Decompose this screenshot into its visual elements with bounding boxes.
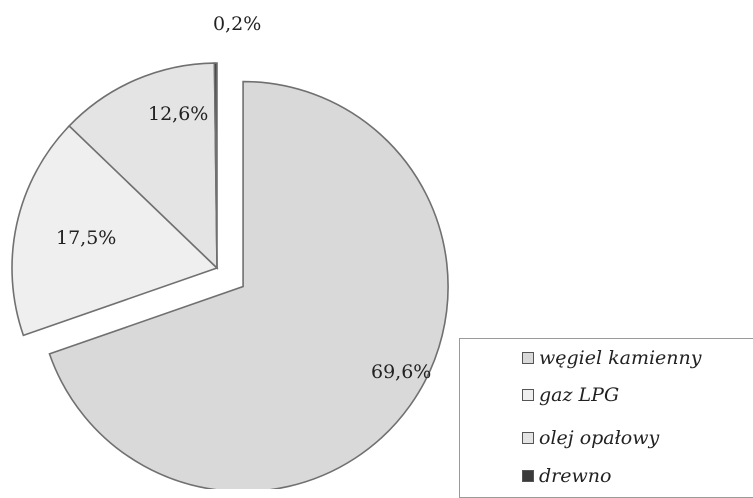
legend-swatch-drewno [522,470,534,482]
pie-slices [11,62,449,493]
legend-label-wegiel-kamienny: węgiel kamienny [539,347,702,369]
legend-label-drewno: drewno [539,465,612,487]
data-label-olej-opalowy: 12,6% [148,103,208,125]
legend-swatch-wegiel-kamienny [522,352,534,364]
data-label-gaz-lpg: 17,5% [56,227,116,249]
data-label-wegiel-kamienny: 69,6% [371,361,431,383]
legend-item-gaz-lpg: gaz LPG [522,382,619,408]
legend-item-drewno: drewno [522,463,611,489]
pie-slice-olej-opalowy [68,62,218,270]
legend-label-olej-opalowy: olej opałowy [539,427,660,449]
legend-item-olej-opalowy: olej opałowy [522,425,659,451]
pie-data-labels: 69,6% 17,5% 12,6% 0,2% [56,13,431,383]
chart-legend: węgiel kamienny gaz LPG olej opałowy dre… [459,338,753,498]
pie-slice-gaz-lpg [11,124,219,337]
legend-swatch-gaz-lpg [522,389,534,401]
legend-swatch-olej-opalowy [522,432,534,444]
legend-item-wegiel-kamienny: węgiel kamienny [522,345,702,371]
pie-slice-drewno [213,62,218,269]
legend-label-gaz-lpg: gaz LPG [539,384,620,406]
pie-slice-wegiel-kamienny [48,80,449,493]
data-label-drewno: 0,2% [213,13,261,35]
